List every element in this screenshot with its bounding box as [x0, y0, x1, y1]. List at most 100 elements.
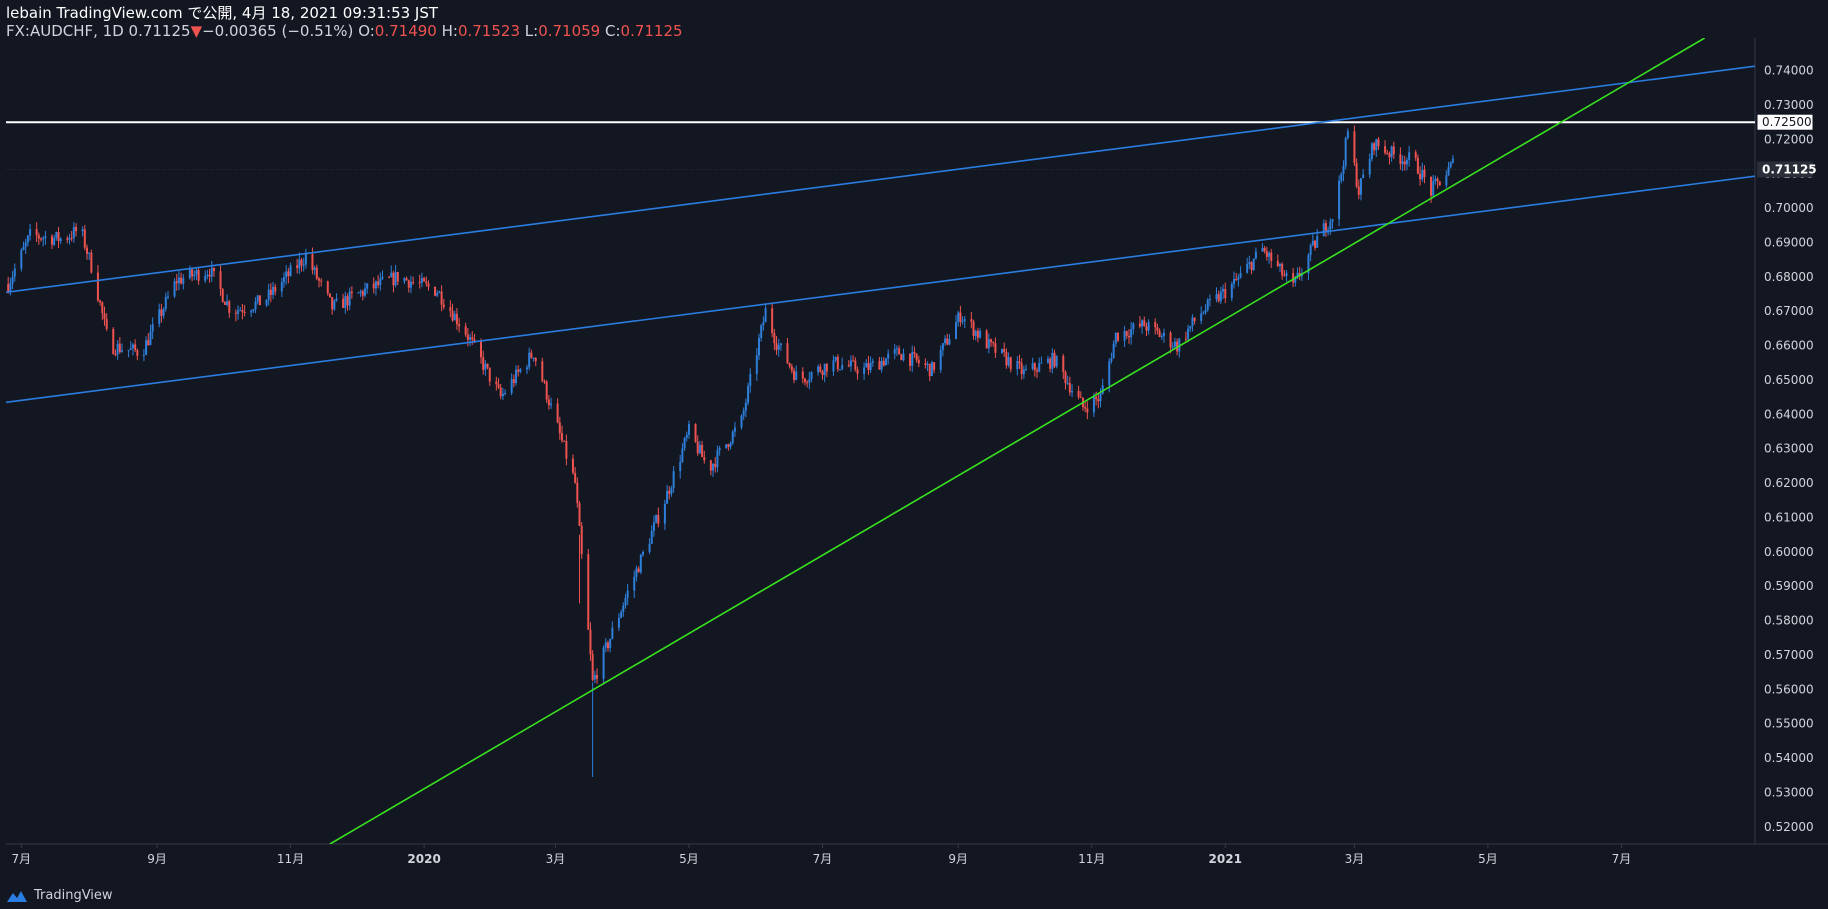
candle-body [650, 530, 653, 544]
candle-body [670, 487, 673, 494]
candle [1401, 155, 1404, 172]
candle-body [166, 296, 169, 298]
candle-body [909, 353, 912, 366]
candle [1390, 145, 1393, 162]
candle-body [955, 322, 958, 340]
candle-body [733, 427, 736, 432]
candle [335, 293, 338, 302]
candle [617, 613, 620, 631]
candle-body [68, 237, 71, 240]
y-tick-label: 0.68000 [1764, 270, 1814, 284]
candle-body [884, 358, 887, 366]
candle [913, 346, 916, 358]
candle-body [841, 364, 844, 370]
candle [1215, 287, 1218, 303]
candle-body [55, 232, 58, 239]
candle-body [164, 296, 167, 309]
candle [775, 336, 778, 355]
candle-body [250, 310, 253, 313]
candle-body [1132, 323, 1135, 330]
candle-body [1254, 251, 1257, 259]
candle-body [1408, 152, 1411, 160]
candle-body [561, 433, 564, 441]
candle-body [832, 360, 835, 372]
candle [1423, 165, 1426, 184]
candle [1434, 175, 1437, 185]
candle [1281, 262, 1284, 280]
candle-body [434, 286, 437, 296]
candle [1233, 271, 1236, 289]
candle [685, 431, 688, 442]
candle-body [1158, 330, 1161, 337]
candle-body [72, 227, 75, 239]
candle-body [228, 301, 231, 313]
candle-body [318, 278, 321, 281]
candle [37, 232, 40, 245]
candle [22, 241, 25, 251]
candle [924, 358, 927, 369]
candle-body [556, 403, 559, 423]
candle-body [103, 313, 106, 320]
candle [641, 550, 644, 557]
candle-body [252, 309, 255, 311]
candle [197, 267, 200, 285]
x-tick-label: 7月 [813, 852, 833, 866]
candle-body [1355, 162, 1358, 187]
candle-body [121, 350, 124, 352]
candle [1447, 161, 1450, 176]
candle [388, 275, 391, 279]
candle [407, 279, 410, 293]
candle [714, 457, 717, 473]
candle [453, 310, 456, 321]
candle [1359, 177, 1362, 201]
candle-body [679, 461, 682, 472]
candle-body [1097, 399, 1100, 402]
candle [42, 235, 45, 247]
candle-body [210, 267, 213, 277]
candle-body [359, 291, 362, 293]
candle-body [681, 448, 684, 462]
candle-body [131, 344, 134, 349]
candle [390, 265, 393, 278]
y-tick-label: 0.66000 [1764, 339, 1814, 353]
candle-body [405, 278, 408, 281]
candle [1324, 219, 1327, 237]
candle [1362, 169, 1365, 179]
candle [760, 323, 763, 342]
candle [55, 231, 58, 241]
candle [663, 499, 666, 531]
candle [1046, 355, 1049, 364]
candle [59, 237, 62, 245]
x-tick-label: 9月 [948, 852, 968, 866]
candle-body [740, 415, 743, 428]
candle [116, 340, 119, 360]
candle-body [342, 298, 345, 309]
candle [1331, 219, 1334, 229]
candle [223, 301, 226, 306]
y-tick-label: 0.52000 [1764, 820, 1814, 834]
candle [917, 355, 920, 368]
candle-body [219, 271, 222, 290]
candle [499, 383, 502, 400]
candle-body [1405, 159, 1408, 165]
price-axis-label: 0.72500 [1756, 113, 1814, 131]
candle [1040, 356, 1043, 364]
candle-body [1079, 396, 1082, 398]
candle [1239, 266, 1242, 279]
candle-body [1099, 393, 1102, 402]
candle-body [20, 249, 23, 269]
candle [725, 444, 728, 449]
candle-body [175, 281, 178, 284]
candle [698, 440, 701, 455]
candle [344, 291, 347, 314]
candle [1357, 179, 1360, 200]
candle-body [1123, 331, 1126, 341]
candle [744, 398, 747, 418]
candle-body [563, 440, 566, 442]
candle-body [1117, 332, 1120, 341]
candle [1370, 142, 1373, 162]
candle-body [580, 525, 583, 555]
candle-body [274, 286, 277, 292]
candle [1285, 270, 1288, 282]
